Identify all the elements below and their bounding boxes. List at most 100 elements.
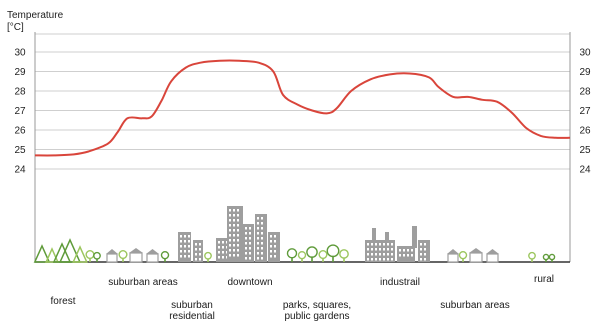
downtown-building-icon-window [245, 242, 247, 245]
y-tick-left-29: 29 [14, 67, 26, 78]
series-lines [34, 59, 571, 157]
factory-hall-icon-window [387, 258, 389, 261]
suburban-house-icon [486, 253, 499, 263]
zone-label-7: rural [533, 274, 555, 285]
downtown-skyscraper-icon-window [261, 257, 263, 260]
residential-building-icon-window [195, 258, 197, 261]
factory-building-icon-window [420, 258, 422, 261]
factory-building-icon-window [424, 243, 426, 246]
downtown-skyscraper-icon-window [257, 247, 259, 250]
downtown-building-icon-window [274, 240, 276, 243]
factory-hall-icon-window [367, 248, 369, 251]
suburban-house-icon-roof [129, 248, 143, 253]
y-tick-right-25: 25 [579, 145, 591, 156]
residential-building-icon-window [188, 250, 190, 253]
y-tick-right-29: 29 [579, 67, 591, 78]
downtown-building-icon-window [218, 246, 220, 249]
downtown-skyscraper-icon-window [261, 247, 263, 250]
forest-round-tree-icon [85, 250, 95, 260]
downtown-building-icon-window [249, 247, 251, 250]
factory-hall-icon-window [379, 253, 381, 256]
rural-tree-icon-trunk [545, 259, 547, 262]
forest-tree-icon [33, 244, 51, 263]
downtown-building-icon-window [218, 256, 220, 259]
y-tick-left-28: 28 [14, 87, 26, 98]
residential-building-icon-window [184, 255, 186, 258]
downtown-skyscraper-icon-window [229, 239, 231, 242]
suburban-house-icon [146, 253, 159, 263]
factory-hall-icon [397, 246, 415, 262]
downtown-building-icon-window [218, 251, 220, 254]
downtown-skyscraper-icon-window [237, 214, 239, 217]
downtown-skyscraper-icon-window [261, 222, 263, 225]
downtown-skyscraper-icon-window [257, 227, 259, 230]
downtown-skyscraper-icon-window [229, 209, 231, 212]
forest-round-tree-icon-trunk [89, 257, 91, 262]
downtown-building-icon-window [274, 250, 276, 253]
downtown-skyscraper-icon-window [233, 234, 235, 237]
rural-tree-icon-trunk [531, 258, 533, 262]
forest-tree-icon [44, 247, 60, 263]
factory-hall-icon-window [371, 253, 373, 256]
factory-hall-icon-window [411, 254, 413, 257]
forest-tree-icon [72, 245, 88, 263]
downtown-skyscraper-icon-window [233, 209, 235, 212]
residential-building-icon-window [184, 240, 186, 243]
residential-building-icon-window [188, 255, 190, 258]
downtown-skyscraper-icon-window [257, 222, 259, 225]
residential-building-icon-window [195, 243, 197, 246]
residential-building-icon-window [199, 253, 201, 256]
factory-hall-icon-window [375, 243, 377, 246]
factory-chimney-icon [372, 228, 376, 242]
factory-hall-icon-window [371, 248, 373, 251]
downtown-skyscraper-icon-window [229, 229, 231, 232]
downtown-building-icon-window [274, 255, 276, 258]
downtown-building-icon-window [245, 257, 247, 260]
downtown-building-icon-window [249, 232, 251, 235]
factory-chimney-icon [412, 226, 417, 248]
suburban-tree-icon-trunk [122, 257, 124, 262]
factory-hall-icon-window [407, 249, 409, 252]
downtown-building-icon-window [245, 227, 247, 230]
downtown-skyscraper-icon-window [237, 234, 239, 237]
downtown-skyscraper-icon-window [257, 232, 259, 235]
downtown-skyscraper-icon-window [229, 254, 231, 257]
downtown-building-icon-window [270, 235, 272, 238]
downtown-building-icon-window [222, 241, 224, 244]
suburban-house-icon-roof [486, 249, 499, 254]
downtown-skyscraper-icon-window [229, 249, 231, 252]
residential-building-icon-window [184, 250, 186, 253]
downtown-building-icon-window [222, 256, 224, 259]
zone-label-6: suburban areas [440, 300, 510, 311]
forest-round-tree-icon-trunk [96, 258, 98, 262]
downtown-building-icon-window [249, 252, 251, 255]
downtown-skyscraper-icon-window [257, 242, 259, 245]
factory-hall-icon-window [383, 243, 385, 246]
factory-hall-icon-window [375, 253, 377, 256]
factory-building-icon-window [420, 243, 422, 246]
downtown-building-icon-window [274, 245, 276, 248]
factory-hall-icon-window [371, 243, 373, 246]
downtown-skyscraper-icon-window [237, 209, 239, 212]
downtown-building-icon [243, 224, 254, 262]
factory-building-icon-window [424, 253, 426, 256]
y-tick-left-25: 25 [14, 145, 26, 156]
temperature-line [34, 59, 571, 157]
suburban-house-icon [129, 252, 143, 263]
factory-hall-icon-window [403, 254, 405, 257]
downtown-skyscraper-icon-window [237, 219, 239, 222]
park-tree-icon-trunk [343, 257, 345, 262]
downtown-building-icon-window [270, 240, 272, 243]
park-tree-icon-trunk [322, 257, 324, 262]
factory-hall-icon-window [383, 248, 385, 251]
downtown-building-icon-window [274, 235, 276, 238]
factory-building-icon-window [424, 258, 426, 261]
residential-building-icon-window [184, 245, 186, 248]
downtown-skyscraper-icon-window [233, 239, 235, 242]
forest-tree-icon [58, 238, 82, 263]
grid-lines [34, 32, 571, 263]
downtown-skyscraper-icon-window [229, 224, 231, 227]
downtown-skyscraper-icon-window [237, 224, 239, 227]
downtown-skyscraper-icon-window [261, 227, 263, 230]
